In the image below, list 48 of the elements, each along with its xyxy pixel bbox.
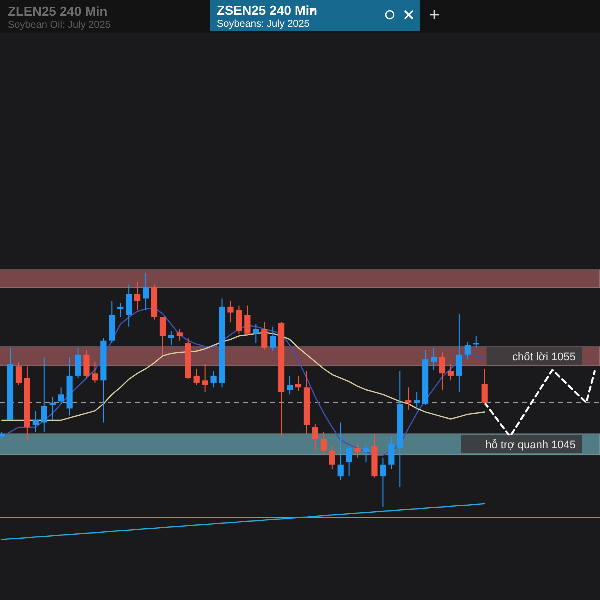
candlestick bbox=[84, 350, 90, 379]
candlestick bbox=[32, 410, 39, 433]
candlestick bbox=[320, 432, 327, 456]
candlestick bbox=[448, 364, 454, 382]
candlestick bbox=[312, 423, 318, 452]
candlestick bbox=[118, 302, 124, 318]
candlestick bbox=[41, 356, 48, 433]
candlestick bbox=[473, 336, 480, 348]
candlestick bbox=[354, 443, 361, 458]
candlestick bbox=[236, 305, 242, 334]
candlestick bbox=[244, 305, 251, 337]
candlestick bbox=[295, 375, 302, 392]
candlestick bbox=[286, 375, 294, 396]
candlestick bbox=[270, 326, 276, 352]
candlestick bbox=[228, 300, 234, 323]
candlestick bbox=[338, 422, 344, 481]
candlestick bbox=[414, 392, 420, 410]
candlestick bbox=[329, 446, 336, 470]
candlestick bbox=[346, 446, 352, 478]
candlestick bbox=[482, 368, 488, 406]
candlestick bbox=[160, 316, 166, 356]
candlestick bbox=[92, 361, 98, 384]
candlestick bbox=[134, 282, 141, 311]
candlestick bbox=[464, 342, 471, 360]
candlestick bbox=[210, 370, 217, 388]
chart-subtitle: Soybeans: July 2025 bbox=[217, 19, 310, 30]
candlestick bbox=[253, 324, 260, 344]
candlestick bbox=[168, 331, 174, 346]
candlestick bbox=[126, 284, 132, 328]
candlestick bbox=[406, 387, 412, 410]
candlestick bbox=[16, 361, 22, 386]
text: Soybean Oil: July 2025 bbox=[8, 20, 112, 31]
candlestick bbox=[388, 436, 395, 470]
candlestick bbox=[194, 368, 200, 386]
candlestick bbox=[58, 387, 64, 405]
candlestick bbox=[430, 347, 438, 371]
band-label: chốt lời 1055 bbox=[512, 351, 576, 364]
candlestick bbox=[202, 364, 208, 393]
candlestick bbox=[75, 347, 82, 379]
candlestick bbox=[439, 352, 446, 390]
candlestick bbox=[176, 328, 183, 342]
candlestick bbox=[262, 322, 268, 351]
candlestick bbox=[380, 457, 386, 508]
candlestick bbox=[363, 443, 370, 464]
text: ZLEN25 240 Min bbox=[8, 4, 108, 19]
candlestick bbox=[456, 313, 462, 393]
candlestick bbox=[142, 272, 150, 311]
band-label: hỗ trợ quanh 1045 bbox=[486, 438, 576, 452]
